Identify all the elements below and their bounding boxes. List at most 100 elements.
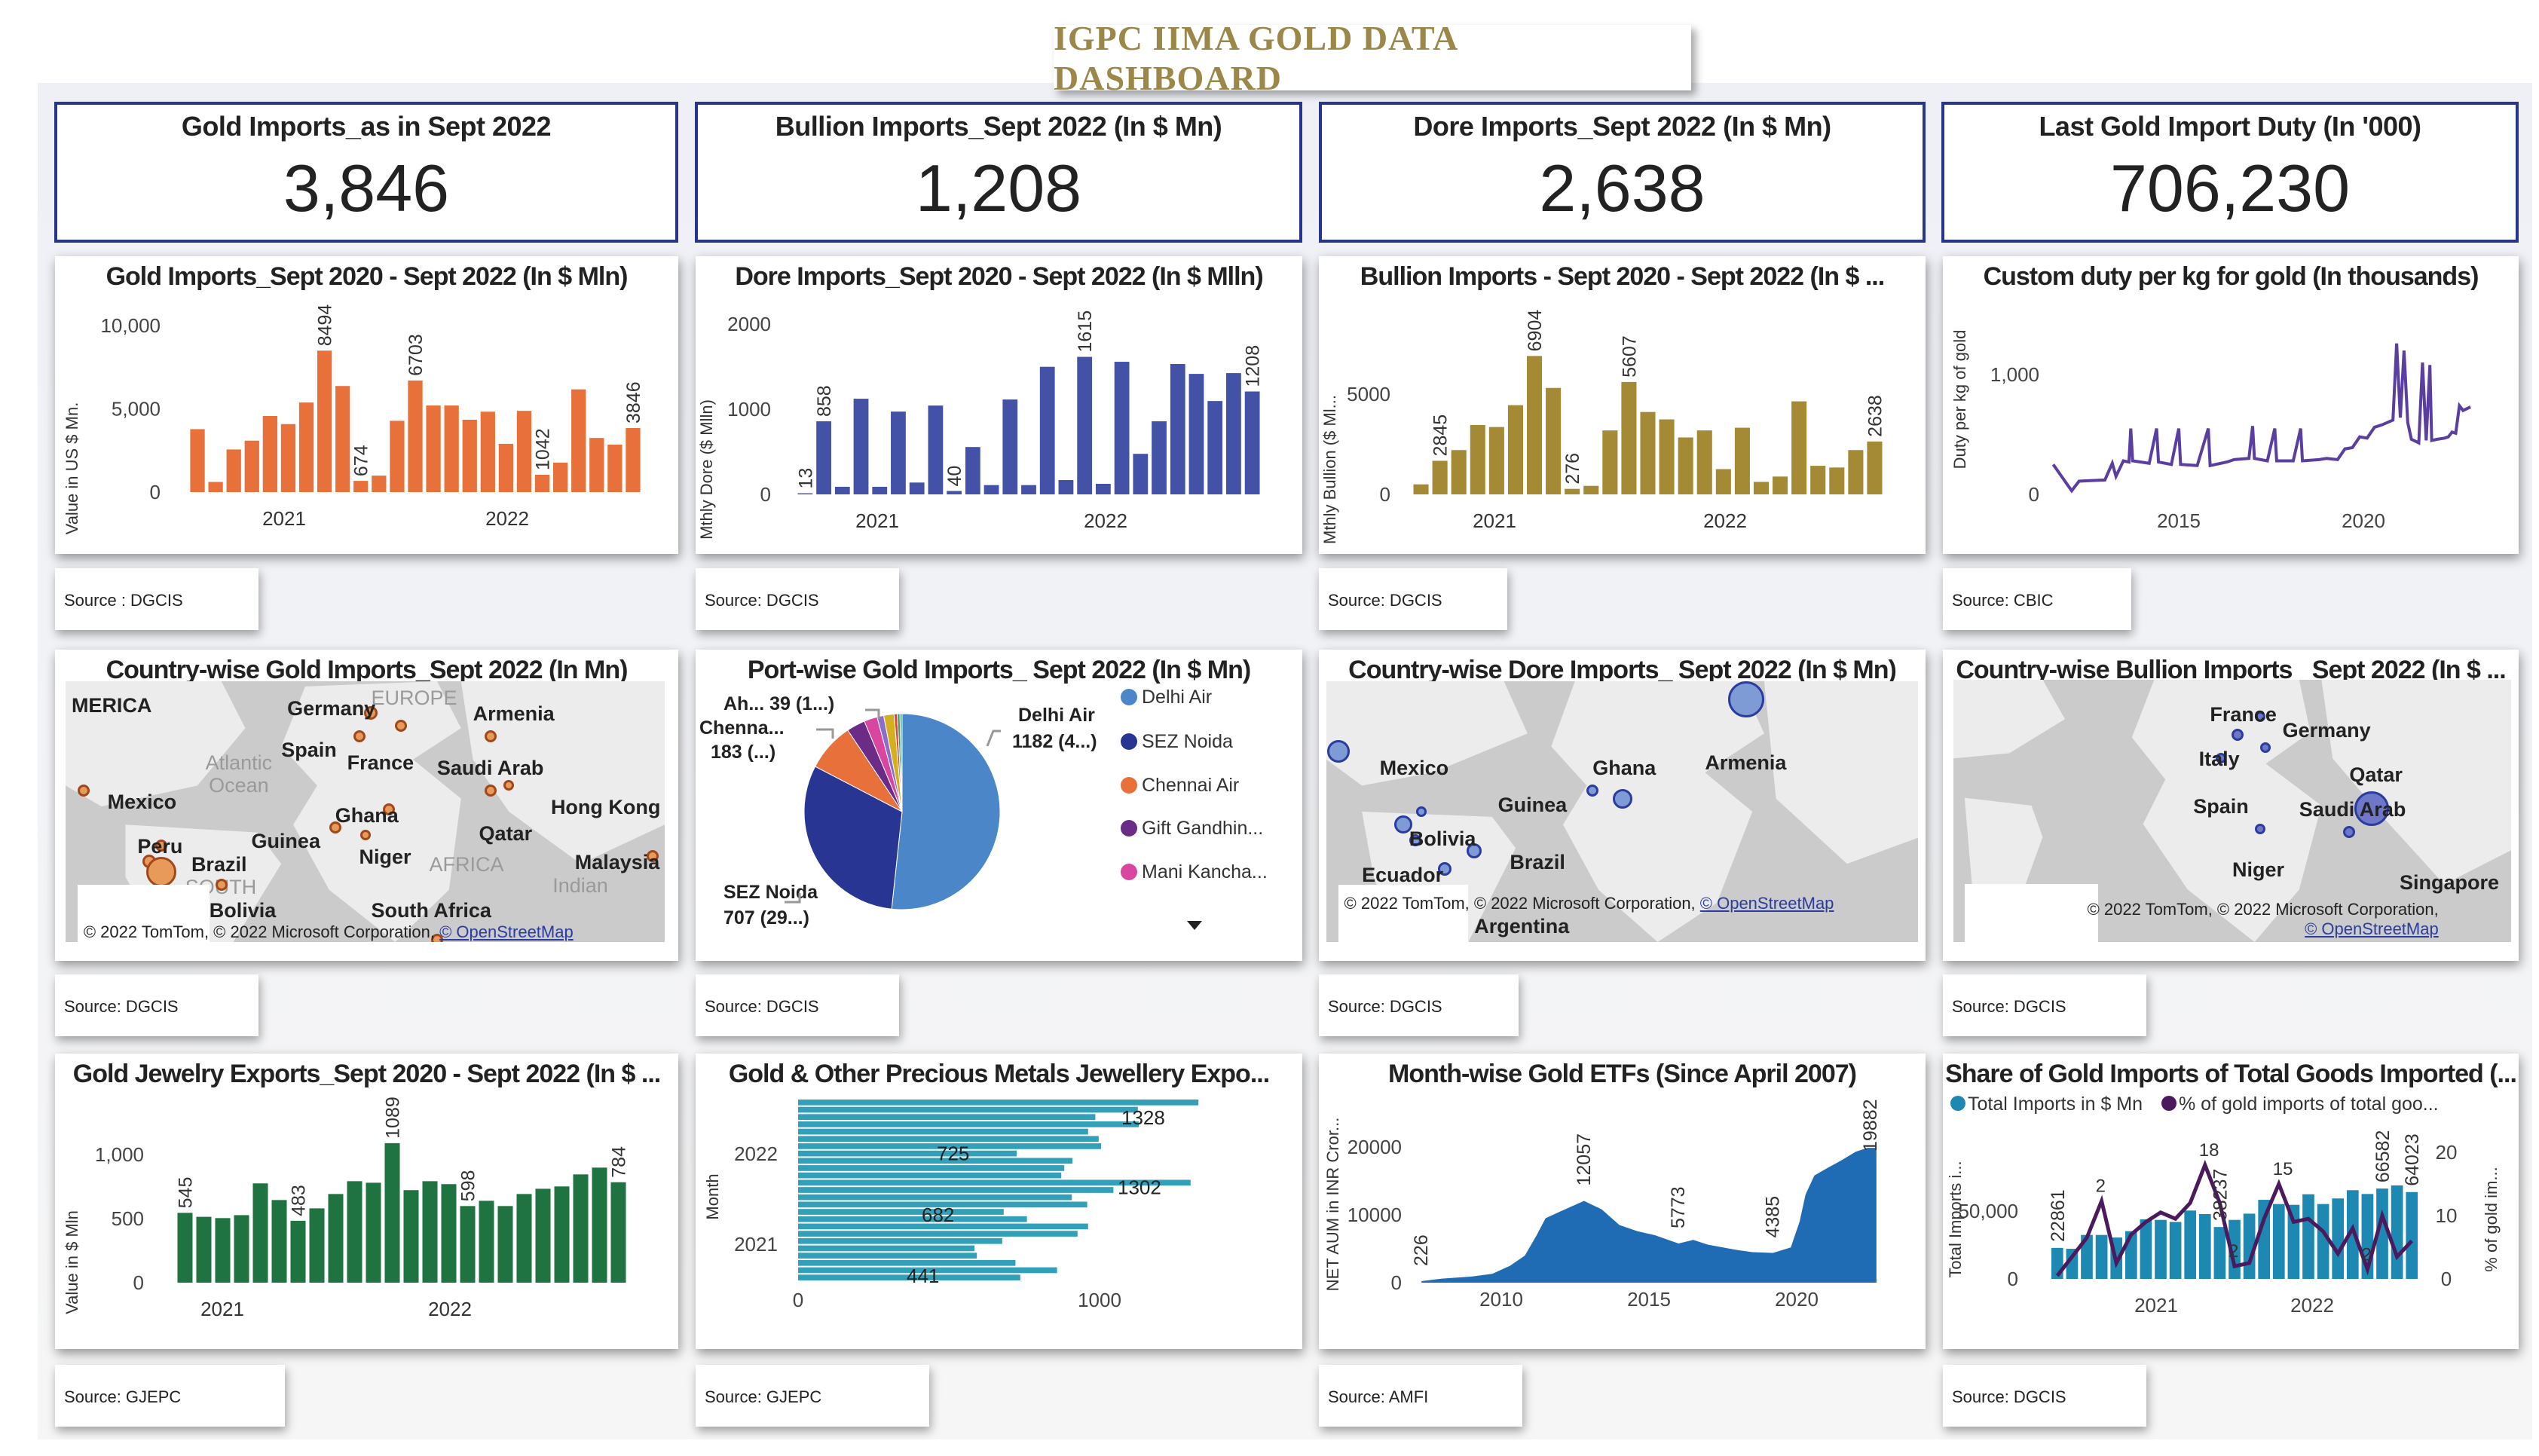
bar xyxy=(1602,430,1618,494)
map-bubble[interactable] xyxy=(1415,806,1427,817)
map-bubble[interactable] xyxy=(1394,815,1413,834)
bar xyxy=(498,443,514,492)
chart-share-gold-imports[interactable]: Total Imports in $ Mn % of gold imports o… xyxy=(1943,1054,2519,1349)
pie-callout-label: 707 (29...) xyxy=(723,907,809,928)
chart-dore-imports[interactable]: 0 1000 2000 2021 2022 Mthly Dore ($ Mlln) 13 85… xyxy=(696,256,1302,554)
legend-marker xyxy=(1121,733,1137,750)
bar xyxy=(208,482,223,492)
map-bubble[interactable] xyxy=(359,830,371,841)
map-bubble[interactable] xyxy=(647,849,659,862)
map-bubble[interactable] xyxy=(430,933,443,942)
bar xyxy=(422,1181,438,1283)
chart-bullion-imports[interactable]: 0 5000 2021 2022 Mthly Bullion ($ Ml... 2845 6… xyxy=(1319,256,1926,554)
map-bubble[interactable] xyxy=(1586,785,1599,797)
map-bubble[interactable] xyxy=(2354,791,2389,826)
y-tick-label-left: 0 xyxy=(2008,1268,2018,1290)
map-bubble[interactable] xyxy=(383,803,396,815)
map-country-label: Ecuador xyxy=(1362,864,1444,887)
bar xyxy=(1470,424,1485,494)
openstreetmap-link[interactable]: © OpenStreetMap xyxy=(1699,893,1834,913)
map-bubble[interactable] xyxy=(1728,681,1765,718)
bar xyxy=(215,1218,231,1283)
chart-custom-duty[interactable]: 0 1,000 2015 2020 Duty per kg of gold Custom… xyxy=(1943,256,2519,554)
legend-item[interactable]: SEZ Noida xyxy=(1142,731,1233,752)
map-bubble[interactable] xyxy=(329,821,341,834)
map-bubble[interactable] xyxy=(2216,753,2227,764)
pie-callout-label: Chenna... xyxy=(699,717,785,739)
bar xyxy=(573,1174,589,1283)
map-country-bullion-imports[interactable]: Country-wise Bullion Imports_ Sept 2022 … xyxy=(1943,650,2519,961)
chart-precious-metals-jewellery-exports[interactable]: 0 1000 2022 2021 Month 1328 725 1302 682 441 Gold… xyxy=(696,1054,1302,1349)
bar xyxy=(798,1194,1072,1201)
map-bubble[interactable] xyxy=(395,719,408,732)
etf-area xyxy=(1421,1148,1877,1283)
map-bubble[interactable] xyxy=(364,705,378,720)
bubble-map[interactable]: France Germany Italy Qatar Spain Saudi Arab Ni… xyxy=(1953,680,2511,942)
data-label: 15 xyxy=(2273,1159,2293,1179)
openstreetmap-link[interactable]: © OpenStreetMap xyxy=(439,922,574,942)
map-bubble[interactable] xyxy=(2343,825,2356,838)
data-label: 2638 xyxy=(1864,395,1886,437)
legend-item[interactable]: Total Imports in $ Mn xyxy=(1968,1094,2143,1115)
source-label: Source: GJEPC xyxy=(55,1365,285,1427)
data-label: 8494 xyxy=(315,304,336,347)
map-country-label: Armenia xyxy=(1705,751,1787,775)
kpi-card-dore-imports[interactable]: Dore Imports_Sept 2022 (In $ Mn) 2,638 xyxy=(1319,102,1926,243)
map-bubble[interactable] xyxy=(353,730,366,742)
map-bubble[interactable] xyxy=(2260,742,2271,754)
bar xyxy=(816,421,831,494)
map-bubble[interactable] xyxy=(146,856,177,887)
map-bubble[interactable] xyxy=(1438,862,1452,876)
bar xyxy=(2317,1204,2329,1279)
bar xyxy=(366,1182,381,1283)
data-label: 1042 xyxy=(533,428,554,470)
map-bubble[interactable] xyxy=(1409,834,1421,847)
map-bubble[interactable] xyxy=(1612,788,1632,809)
map-bubble[interactable] xyxy=(77,785,90,797)
map-bubble[interactable] xyxy=(2232,729,2244,742)
chart-title: Gold Imports_Sept 2020 - Sept 2022 (In $… xyxy=(106,262,629,291)
bubble-map[interactable]: Mexico Ghana Armenia Guinea Bolivia Brazil Ecu… xyxy=(1326,681,1918,942)
bar xyxy=(516,411,532,492)
pie-slice xyxy=(891,713,1001,910)
chart-gold-jewelry-exports[interactable]: 0 500 1,000 2021 2022 Value in $ Mln 545 483 108… xyxy=(55,1054,678,1349)
kpi-card-gold-imports[interactable]: Gold Imports_as in Sept 2022 3,846 xyxy=(54,102,678,243)
kpi-card-bullion-imports[interactable]: Bullion Imports_Sept 2022 (In $ Mn) 1,20… xyxy=(695,102,1302,243)
bar xyxy=(1451,450,1467,494)
legend-scroll-down-icon[interactable] xyxy=(1187,921,1202,930)
map-bubble[interactable] xyxy=(155,839,168,852)
legend-item[interactable]: Mani Kancha... xyxy=(1142,861,1268,882)
map-country-label: Argentina xyxy=(1474,914,1570,938)
openstreetmap-link[interactable]: © OpenStreetMap xyxy=(2305,919,2439,939)
chart-port-wise-gold-imports[interactable]: Delhi Air SEZ Noida Chennai Air Gift Gandhi… xyxy=(696,650,1302,961)
map-country-dore-imports[interactable]: Country-wise Dore Imports_ Sept 2022 (In… xyxy=(1319,650,1926,961)
legend-item[interactable]: Delhi Air xyxy=(1142,687,1212,708)
map-bubble[interactable] xyxy=(2255,824,2265,835)
map-bubble[interactable] xyxy=(215,878,228,891)
map-bubble[interactable] xyxy=(485,730,497,742)
map-country-label: Germany xyxy=(287,696,376,720)
kpi-value: 3,846 xyxy=(283,151,450,225)
legend-item[interactable]: % of gold imports of total goo... xyxy=(2179,1094,2439,1115)
map-country-label: France xyxy=(347,751,414,775)
map-bubble[interactable] xyxy=(485,785,497,797)
bar xyxy=(403,1190,419,1283)
bar xyxy=(798,1223,1088,1230)
map-bubble[interactable] xyxy=(1326,740,1350,763)
map-bubble[interactable] xyxy=(503,780,515,791)
map-country-gold-imports[interactable]: Country-wise Gold Imports_Sept 2022 (In … xyxy=(55,650,678,961)
legend-marker xyxy=(1121,777,1137,794)
dore-imports-bar-chart: 0 1000 2000 2021 2022 Mthly Dore ($ Mlln) 13 85… xyxy=(697,310,1264,540)
legend-item[interactable]: Chennai Air xyxy=(1142,775,1239,796)
chart-title: Gold Jewelry Exports_Sept 2020 - Sept 20… xyxy=(72,1060,661,1088)
bar xyxy=(1678,437,1693,494)
bar xyxy=(2406,1191,2418,1279)
kpi-card-import-duty[interactable]: Last Gold Import Duty (In '000) 706,230 xyxy=(1941,102,2519,243)
chart-gold-imports[interactable]: 0 5,000 10,000 2021 2022 Value in US $ Mn. 849… xyxy=(55,256,678,554)
legend-item[interactable]: Gift Gandhin... xyxy=(1142,818,1263,839)
chart-gold-etfs[interactable]: 0 10000 20000 2010 2015 2020 NET AUM in INR Cr… xyxy=(1319,1054,1926,1349)
map-bubble[interactable] xyxy=(2255,711,2265,722)
map-bubble[interactable] xyxy=(1467,843,1482,858)
kpi-title: Gold Imports_as in Sept 2022 xyxy=(181,111,552,142)
